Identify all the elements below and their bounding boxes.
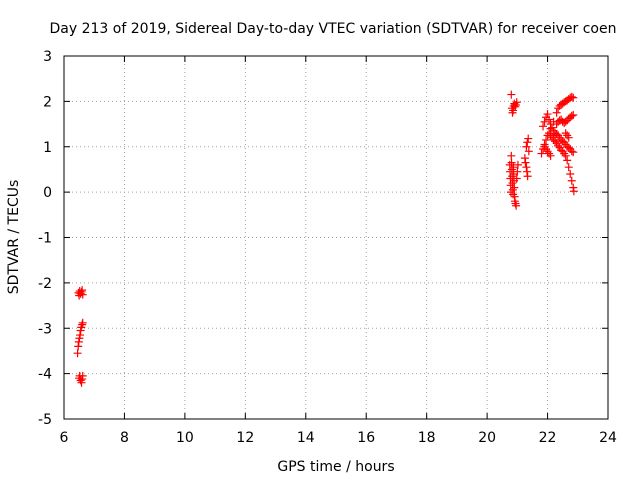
data-point xyxy=(567,92,576,101)
data-point xyxy=(537,149,546,158)
y-tick-label: -3 xyxy=(38,321,52,337)
data-point xyxy=(554,141,563,150)
data-point xyxy=(569,93,578,102)
data-point xyxy=(563,156,572,165)
y-axis-label: SDTVAR / TECUs xyxy=(6,180,22,295)
data-point xyxy=(512,98,521,107)
x-tick-label: 22 xyxy=(539,430,557,446)
data-point xyxy=(566,169,575,178)
data-point xyxy=(569,148,578,157)
data-point xyxy=(569,110,578,119)
data-point xyxy=(512,174,521,183)
data-points xyxy=(73,90,578,387)
x-axis-label: GPS time / hours xyxy=(277,459,394,475)
data-point xyxy=(564,133,573,142)
data-point xyxy=(524,147,533,156)
data-point xyxy=(75,291,84,300)
data-point xyxy=(540,117,549,126)
data-point xyxy=(512,201,521,210)
x-tick-label: 24 xyxy=(599,430,617,446)
y-tick-label: 2 xyxy=(43,94,52,110)
chart-title: Day 213 of 2019, Sidereal Day-to-day VTE… xyxy=(50,21,617,37)
data-point xyxy=(73,349,82,358)
data-point xyxy=(552,108,561,117)
data-point xyxy=(522,142,531,151)
data-point xyxy=(78,286,87,295)
data-point xyxy=(569,183,578,192)
data-point xyxy=(523,172,532,181)
x-tick-label: 14 xyxy=(297,430,315,446)
data-point xyxy=(74,342,83,351)
data-point xyxy=(551,137,560,146)
data-point xyxy=(545,115,554,124)
y-tick-label: -4 xyxy=(38,367,52,383)
data-point xyxy=(78,320,87,329)
x-tick-label: 20 xyxy=(478,430,496,446)
data-point xyxy=(520,154,529,163)
data-point xyxy=(543,110,552,119)
data-point xyxy=(546,151,555,160)
y-tick-label: -5 xyxy=(38,412,52,428)
data-point xyxy=(567,147,576,156)
y-tick-label: 3 xyxy=(43,49,52,65)
data-point xyxy=(77,378,86,387)
y-tick-label: 1 xyxy=(43,140,52,156)
data-point xyxy=(523,167,532,176)
data-point xyxy=(523,138,532,147)
data-point xyxy=(542,135,551,144)
data-point xyxy=(567,176,576,185)
data-point xyxy=(521,158,530,167)
x-tick-label: 12 xyxy=(236,430,254,446)
x-tick-label: 18 xyxy=(418,430,436,446)
y-tick-label: -1 xyxy=(38,231,52,247)
data-point xyxy=(509,163,518,172)
data-point xyxy=(513,160,522,169)
data-point xyxy=(78,371,87,380)
data-point xyxy=(539,122,548,131)
data-point xyxy=(513,167,522,176)
x-tick-label: 10 xyxy=(176,430,194,446)
data-point xyxy=(524,134,533,143)
y-tick-label: 0 xyxy=(43,185,52,201)
x-tick-label: 8 xyxy=(120,430,129,446)
data-point xyxy=(507,158,516,167)
data-point xyxy=(561,151,570,160)
data-point xyxy=(511,102,520,111)
data-point xyxy=(522,163,531,172)
data-point xyxy=(510,183,519,192)
data-point xyxy=(507,90,516,99)
data-point xyxy=(78,290,87,299)
data-point xyxy=(564,163,573,172)
x-tick-label: 6 xyxy=(60,430,69,446)
data-point xyxy=(76,331,85,340)
data-point xyxy=(78,318,87,327)
data-point xyxy=(569,187,578,196)
grid xyxy=(64,56,608,419)
data-point xyxy=(507,151,516,160)
data-point xyxy=(567,111,576,120)
data-point xyxy=(546,124,555,133)
data-point xyxy=(74,337,83,346)
y-tick-label: -2 xyxy=(38,276,52,292)
x-tick-label: 16 xyxy=(357,430,375,446)
